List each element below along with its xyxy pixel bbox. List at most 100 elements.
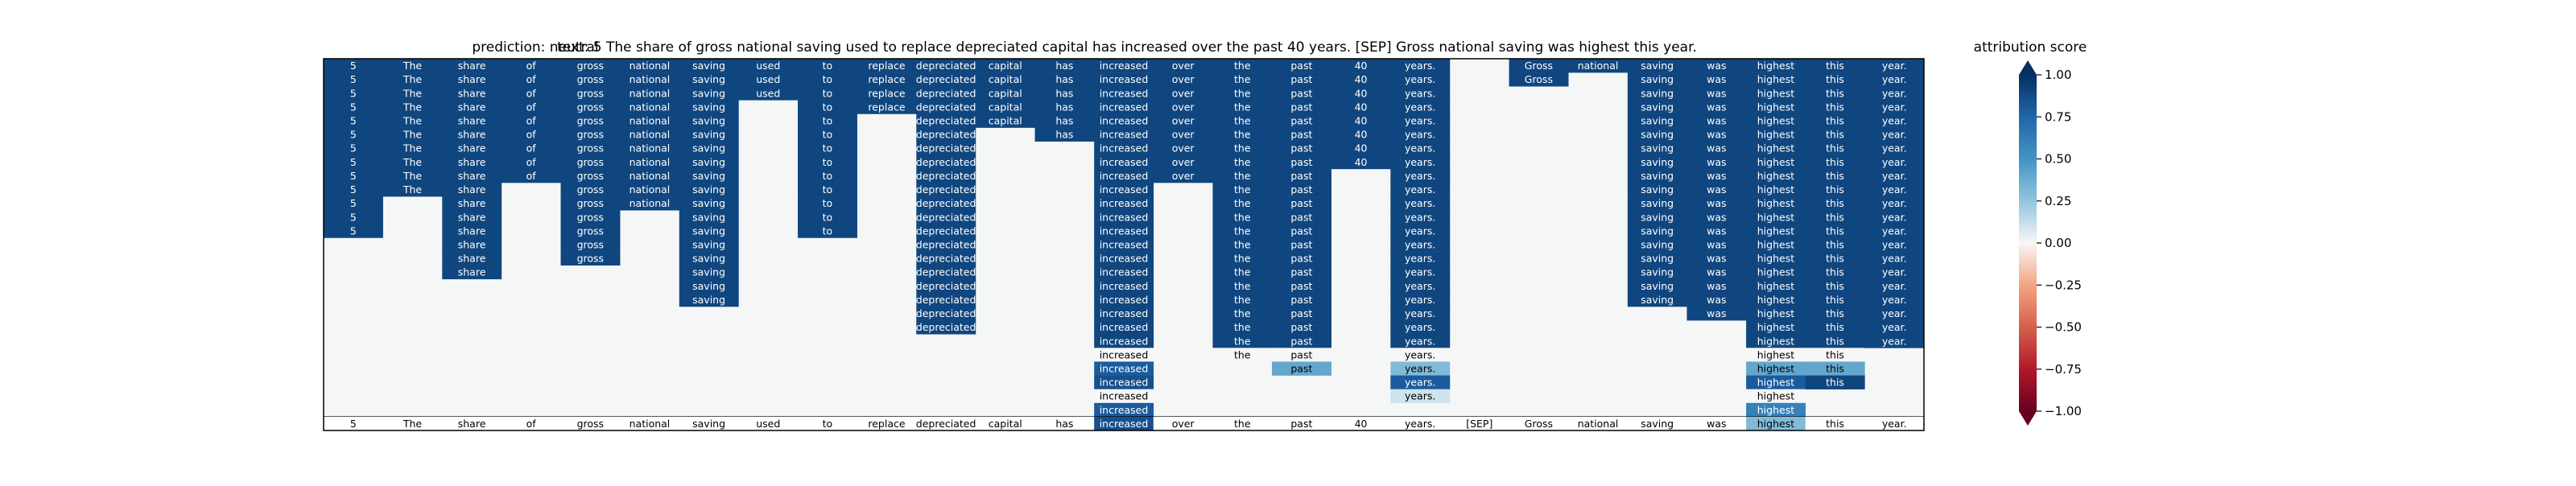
heatmap-cell-label: depreciated: [916, 266, 976, 278]
heatmap-cell-label: past: [1290, 266, 1312, 278]
heatmap-cell-label: years.: [1405, 197, 1435, 209]
heatmap-cell-label: has: [1055, 60, 1073, 72]
heatmap-cell: [798, 210, 857, 224]
heatmap-cell-label: the: [1234, 280, 1251, 292]
heatmap-cell-label: year.: [1882, 294, 1907, 306]
heatmap-cell: [324, 100, 383, 114]
heatmap-cell: [679, 224, 739, 238]
heatmap-cell-label: national: [630, 197, 671, 209]
heatmap-cell: [1746, 59, 1806, 73]
heatmap-cell: [1686, 100, 1747, 114]
heatmap-cell-label: 40: [1355, 60, 1368, 72]
token-axis-label: past: [1290, 418, 1312, 430]
heatmap-cell: [1272, 86, 1331, 101]
heatmap-cell-label: year.: [1882, 142, 1907, 154]
heatmap-cell-label: The: [402, 183, 423, 196]
token-axis-cell: [1331, 416, 1391, 430]
heatmap-cell-label: of: [526, 101, 537, 113]
heatmap-cell: [1094, 375, 1154, 389]
heatmap-cell-label: of: [526, 156, 537, 168]
heatmap-cell-label: 5: [350, 87, 357, 99]
heatmap-cell: [382, 86, 443, 101]
heatmap-cell-label: years.: [1405, 101, 1435, 113]
heatmap-cell: [620, 183, 680, 197]
heatmap-cell: [1805, 278, 1865, 294]
token-axis-cell: [1272, 416, 1331, 430]
heatmap-cell-label: increased: [1100, 348, 1149, 360]
heatmap-cell: [1864, 237, 1925, 252]
token-axis-cell: [679, 416, 739, 430]
chart-title-text: text: 5 The share of gross national savi…: [557, 39, 1697, 56]
heatmap-cell: [1272, 224, 1331, 238]
heatmap-cell-label: The: [402, 129, 423, 141]
token-axis-label: over: [1172, 418, 1195, 430]
heatmap-cell: [679, 141, 739, 156]
heatmap-cell-label: the: [1234, 87, 1251, 99]
heatmap-cell: [1212, 237, 1273, 252]
heatmap-cell: [1805, 224, 1865, 238]
heatmap-cell: [324, 154, 383, 170]
heatmap-cell-label: past: [1290, 224, 1312, 237]
heatmap-cell: [975, 86, 1035, 101]
heatmap-cell: [1746, 72, 1806, 87]
token-axis-label: gross: [577, 418, 604, 430]
heatmap-cell: [1805, 183, 1865, 197]
heatmap-cell-label: capital: [989, 60, 1022, 72]
heatmap-cell-label: The: [402, 156, 423, 168]
heatmap-cell-label: past: [1290, 156, 1312, 168]
heatmap-cell-label: was: [1707, 115, 1726, 127]
heatmap-cell-label: to: [823, 156, 833, 168]
heatmap-cell: [1686, 168, 1747, 183]
token-axis-label: saving: [1641, 418, 1674, 430]
heatmap-cell-label: this: [1826, 294, 1844, 306]
heatmap-cell-label: saving: [1641, 224, 1674, 237]
heatmap-cell: [679, 59, 739, 73]
heatmap-cell: [560, 113, 621, 128]
heatmap-cell: [857, 86, 917, 101]
heatmap-cell: [1390, 375, 1451, 389]
heatmap-cell: [1746, 375, 1806, 389]
heatmap-cell-label: saving: [1641, 183, 1674, 196]
heatmap-cell: [1094, 127, 1154, 142]
token-axis-cell: [1627, 416, 1687, 430]
heatmap-cell-label: years.: [1405, 224, 1435, 237]
heatmap-cell-label: was: [1707, 253, 1726, 265]
heatmap-cell: [560, 154, 621, 170]
heatmap-cell-label: the: [1234, 321, 1251, 333]
heatmap-cell-label: to: [823, 211, 833, 223]
heatmap-cell: [1390, 196, 1451, 211]
heatmap-cell: [501, 100, 561, 114]
heatmap-cell: [1746, 307, 1806, 321]
heatmap-cell-label: past: [1290, 101, 1312, 113]
heatmap-cell: [1390, 361, 1451, 376]
heatmap-cell-label: this: [1826, 87, 1844, 99]
heatmap-cell: [1094, 154, 1154, 170]
heatmap-cell: [1805, 334, 1865, 348]
heatmap-cell: [1746, 334, 1806, 348]
heatmap-cell-label: highest: [1757, 142, 1794, 154]
heatmap-cell-label: capital: [989, 73, 1022, 85]
heatmap-cell: [1746, 224, 1806, 238]
heatmap-cell-label: saving: [1641, 60, 1674, 72]
heatmap-cell-label: increased: [1100, 266, 1149, 278]
heatmap-cell-label: saving: [1641, 280, 1674, 292]
heatmap-cell-label: years.: [1405, 335, 1435, 347]
heatmap-cell: [382, 59, 443, 73]
heatmap-cell: [1627, 141, 1687, 156]
heatmap-cell-label: year.: [1882, 321, 1907, 333]
heatmap-cell-label: the: [1234, 253, 1251, 265]
heatmap-cell-label: depreciated: [916, 294, 976, 306]
heatmap-cell: [442, 154, 502, 170]
heatmap-cell: [324, 113, 383, 128]
heatmap-cell-label: years.: [1405, 307, 1435, 319]
heatmap-cell: [916, 59, 976, 73]
heatmap-cell-label: depreciated: [916, 170, 976, 182]
heatmap-cell-label: increased: [1100, 115, 1149, 127]
heatmap-cell-label: highest: [1757, 115, 1794, 127]
heatmap-cell: [382, 168, 443, 183]
heatmap-cell-label: share: [458, 73, 486, 85]
heatmap-cell: [1212, 141, 1273, 156]
heatmap-cell-label: highest: [1757, 280, 1794, 292]
heatmap-cell: [738, 86, 799, 101]
heatmap-cell: [501, 113, 561, 128]
